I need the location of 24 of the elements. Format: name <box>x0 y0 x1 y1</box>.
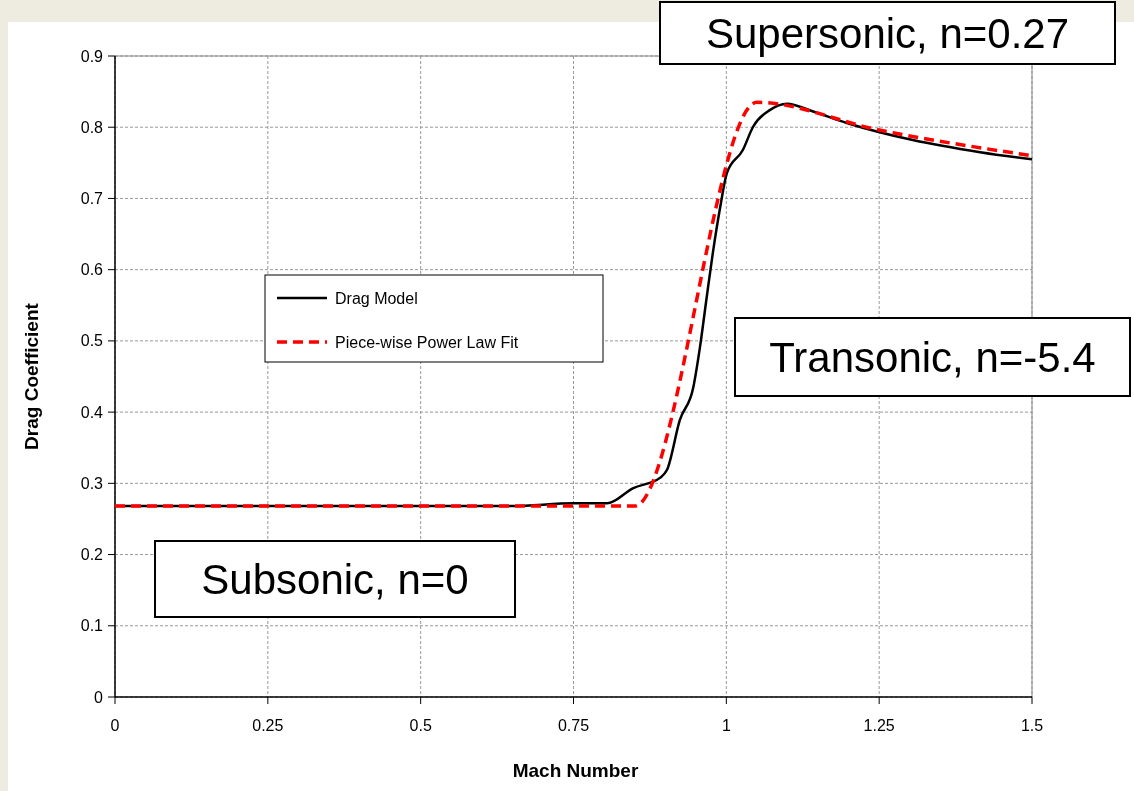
y-tick-label: 0.7 <box>80 190 104 208</box>
legend-label: Drag Model <box>335 289 418 307</box>
y-tick-label: 0.8 <box>80 118 104 136</box>
annotation: Supersonic, n=0.27 <box>705 9 1070 57</box>
y-tick-label: 0.6 <box>80 261 104 279</box>
x-tick-label: 1 <box>721 717 731 734</box>
y-tick-label: 0.3 <box>80 474 104 492</box>
x-tick-label: 0.5 <box>409 717 432 734</box>
x-tick-label: 0.75 <box>557 717 590 734</box>
x-axis-title: Mach Number <box>512 760 639 781</box>
annotation: Subsonic, n=0 <box>201 555 469 603</box>
x-tick-label: 1.5 <box>1020 717 1044 734</box>
y-tick-label: 0 <box>94 688 104 706</box>
y-tick-label: 0.2 <box>80 546 104 564</box>
y-tick-label: 0.5 <box>80 332 104 350</box>
y-tick-label: 0.4 <box>80 403 104 421</box>
y-axis-title: Drag Coefficient <box>21 302 42 450</box>
y-tick-label: 0.1 <box>80 617 104 635</box>
annotation: Transonic, n=-5.4 <box>769 333 1096 381</box>
x-tick-label: 0.25 <box>252 717 284 734</box>
x-tick-label: 0 <box>110 717 120 734</box>
x-tick-label: 1.25 <box>863 717 895 734</box>
legend-label: Piece-wise Power Law Fit <box>335 333 519 351</box>
y-tick-label: 0.9 <box>80 47 104 65</box>
